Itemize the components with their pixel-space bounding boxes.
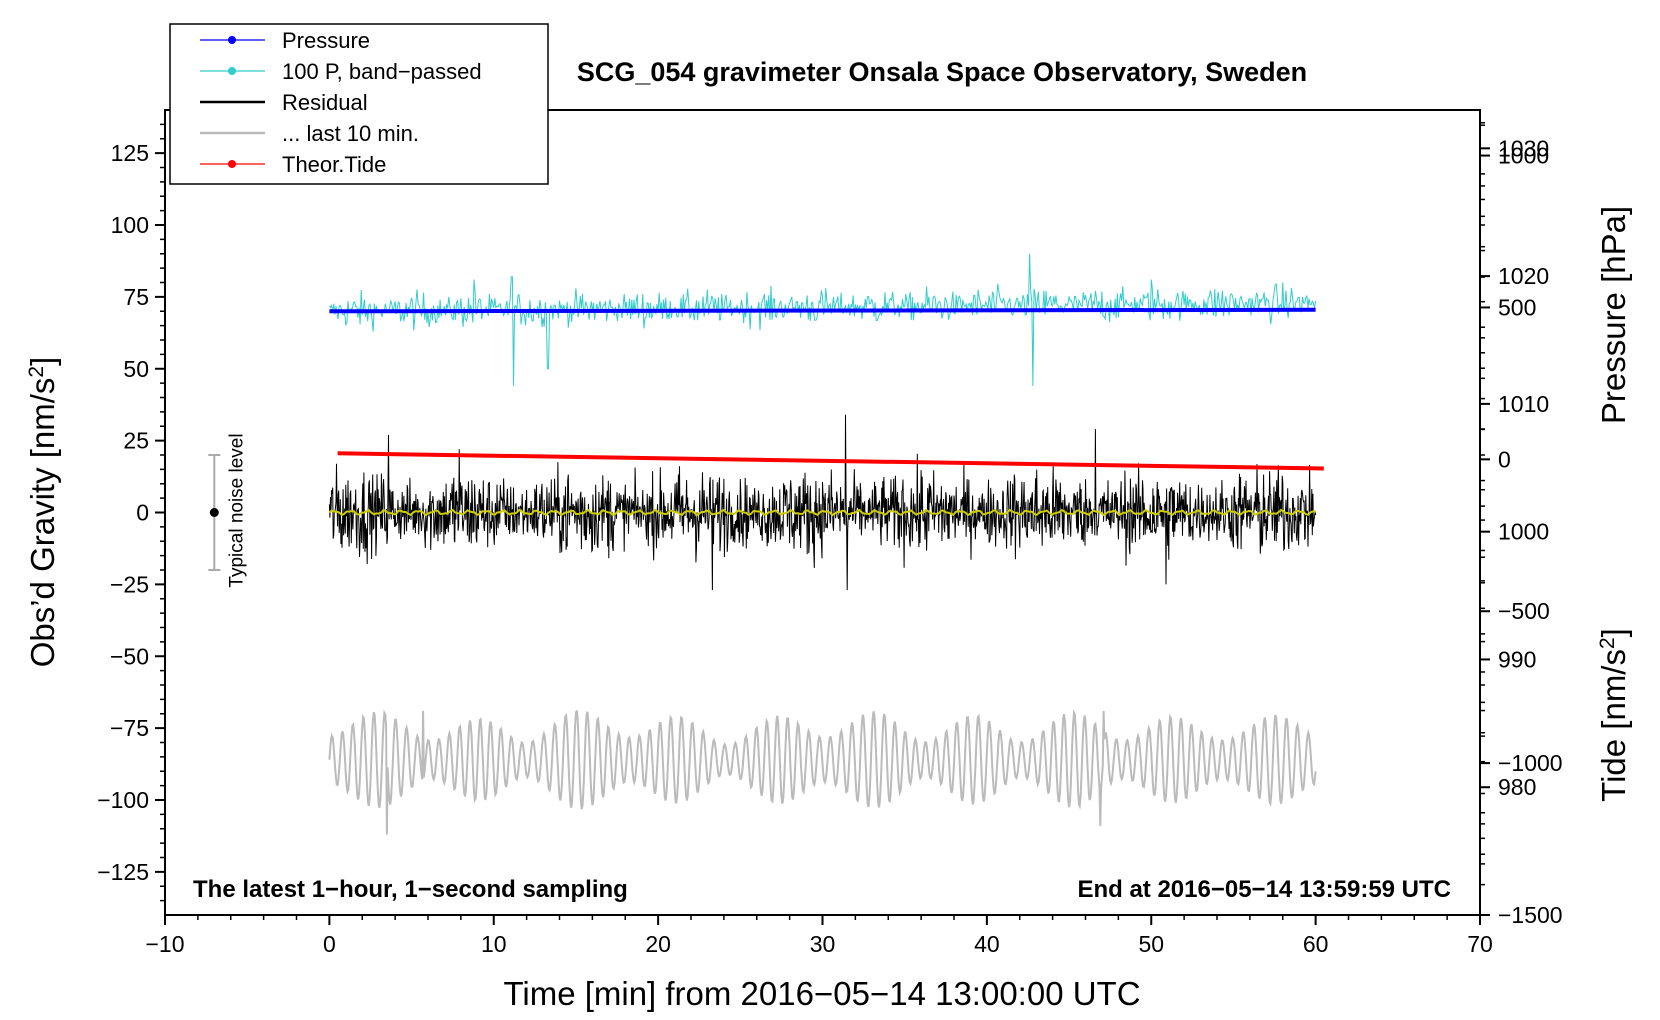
y-left-tick-label: −25 [110,571,149,597]
y-axis-left-title-main: Obs’d Gravity [nm/s [24,378,61,668]
y-axis-tide-title-main: Tide [nm/s [1595,649,1632,802]
tide-tick-label: −1000 [1498,750,1563,776]
noise-label: Typical noise level [226,433,247,587]
pressure-tick-label: 990 [1498,646,1536,672]
y-axis-tide-title: Tide [nm/s2] [1595,628,1632,802]
y-left-tick-label: −125 [97,859,149,885]
legend-label: ... last 10 min. [282,121,419,146]
pressure-tick-label: 1020 [1498,263,1549,289]
x-tick-label: −10 [145,931,184,957]
series-residual-smoothed [328,508,1316,517]
y-left-tick-label: 0 [136,500,149,526]
annotation-left: The latest 1−hour, 1−second sampling [193,876,628,903]
y-left-tick-label: 50 [123,356,149,382]
y-left-tick-label: 100 [111,212,149,238]
x-tick-label: 10 [481,931,507,957]
y-left-tick-label: 75 [123,284,149,310]
y-left-tick-label: −75 [110,715,149,741]
y-axis-left-title-end: ] [24,357,61,366]
y-left-tick-label: 25 [123,428,149,454]
legend-marker [228,160,236,168]
y-left-tick-label: 125 [111,140,149,166]
y-axis-left-title-sup: 2 [25,366,48,378]
legend: Pressure 100 P, band−passed Residual ... la… [169,23,549,185]
x-axis: −10 0 10 20 30 40 50 60 70 [145,915,1493,957]
x-tick-label: 0 [323,931,336,957]
pressure-tick-label: 980 [1498,774,1536,800]
tide-tick-label: −1500 [1498,902,1563,928]
series-last-10-min [328,709,1317,835]
y-axis-pressure: 1030 1020 1010 1000 990 980 [1480,122,1549,865]
y-axis-tide: 1000 500 0 −500 −1000 −1500 [1480,124,1563,928]
y-axis-tide-title-sup: 2 [1596,637,1619,649]
x-tick-label: 50 [1138,931,1164,957]
y-axis-pressure-title: Pressure [hPa] [1595,206,1632,424]
x-tick-label: 70 [1467,931,1493,957]
series-bandpassed-pressure [329,253,1317,387]
tide-tick-label: −500 [1498,598,1550,624]
series-residual [328,414,1317,591]
legend-label: 100 P, band−passed [282,59,482,84]
pressure-tick-label: 1030 [1498,135,1549,161]
legend-label: Residual [282,90,368,115]
tide-tick-label: 1000 [1498,143,1549,169]
series-layer [328,253,1324,835]
x-tick-label: 60 [1303,931,1329,957]
legend-label: Pressure [282,28,370,53]
legend-marker [228,36,236,44]
legend-marker [228,67,236,75]
y-axis-left-title: Obs’d Gravity [nm/s2] [24,357,61,668]
noise-center-dot [209,508,219,517]
legend-label: Theor.Tide [282,152,386,177]
tide-tick-label: 500 [1498,294,1536,320]
annotation-right: End at 2016−05−14 13:59:59 UTC [1077,876,1451,903]
y-left-tick-label: −100 [97,787,149,813]
chart-title: SCG_054 gravimeter Onsala Space Observat… [577,57,1307,87]
noise-indicator: Typical noise level [208,433,247,588]
series-pressure [329,307,1316,314]
x-axis-title: Time [min] from 2016−05−14 13:00:00 UTC [503,975,1140,1012]
tide-tick-label: 0 [1498,446,1511,472]
x-tick-label: 30 [810,931,836,957]
y-axis-left: 125 100 75 50 25 0 −25 −50 −75 −100 −125 [97,123,165,902]
x-tick-label: 20 [645,931,671,957]
series-theoretical-tide [337,451,1324,471]
pressure-tick-label: 1000 [1498,519,1549,545]
x-tick-label: 40 [974,931,1000,957]
legend-box [169,23,549,185]
y-left-tick-label: −50 [110,643,149,669]
y-axis-tide-title-end: ] [1595,628,1632,637]
pressure-tick-label: 1010 [1498,391,1549,417]
